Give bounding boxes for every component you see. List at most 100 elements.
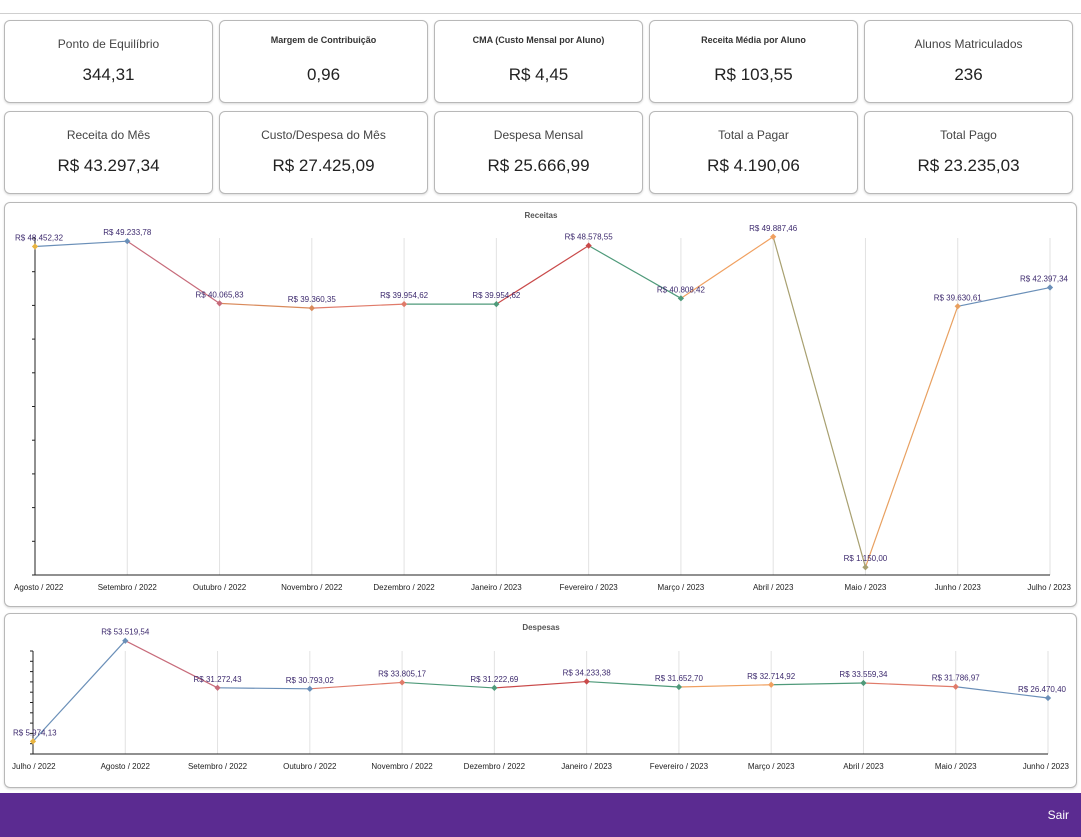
series-segment: [126, 240, 220, 304]
kpi-value: R$ 23.235,03: [917, 156, 1020, 175]
data-point[interactable]: [491, 684, 498, 692]
kpi-value: R$ 4,45: [508, 65, 569, 84]
series-segment: [955, 686, 1049, 699]
data-label: R$ 1.150,00: [844, 554, 888, 563]
series-segment: [496, 245, 589, 305]
series-segment: [311, 303, 405, 309]
kpi-value: 0,96: [306, 65, 341, 84]
data-point[interactable]: [954, 303, 961, 310]
data-label: R$ 32.714,92: [747, 672, 796, 681]
kpi-card-despesa-mensal: Despesa Mensal R$ 25.666,99: [434, 111, 643, 194]
kpi-label: Total Pago: [940, 128, 997, 142]
data-label: R$ 26.470,40: [1018, 685, 1067, 694]
kpi-value: R$ 43.297,34: [57, 156, 160, 175]
chart-title: Receitas: [525, 211, 558, 220]
x-tick-label: Março / 2023: [658, 583, 705, 592]
series-segment: [588, 245, 682, 299]
data-label: R$ 53.519,54: [101, 628, 150, 637]
series-segment: [586, 680, 679, 688]
x-tick-label: Agosto / 2022: [14, 583, 64, 592]
x-tick-label: Setembro / 2022: [98, 583, 158, 592]
data-point[interactable]: [677, 295, 685, 302]
data-point[interactable]: [583, 678, 590, 685]
data-point[interactable]: [493, 300, 500, 308]
data-point[interactable]: [862, 564, 869, 571]
x-tick-label: Julho / 2023: [1027, 583, 1071, 592]
series-segment: [678, 684, 772, 688]
data-label: R$ 31.272,43: [194, 675, 243, 684]
data-label: R$ 48.452,32: [15, 233, 64, 242]
data-label: R$ 31.652,70: [655, 674, 704, 683]
data-point[interactable]: [768, 681, 775, 688]
data-point[interactable]: [1044, 694, 1052, 702]
kpi-label: Margem de Contribuição: [270, 35, 377, 45]
x-tick-label: Dezembro / 2022: [464, 762, 526, 771]
data-point[interactable]: [952, 683, 959, 690]
data-point[interactable]: [675, 683, 683, 691]
despesas-chart: Despesas R$ 5.974,13 Julho / 2022 R$ 53.519…: [12, 623, 1070, 771]
data-point[interactable]: [214, 684, 221, 691]
x-tick-label: Junho / 2023: [935, 583, 982, 592]
series-segment: [402, 681, 495, 689]
data-label: R$ 39.954,62: [380, 291, 429, 300]
x-tick-label: Janeiro / 2023: [561, 762, 612, 771]
data-point[interactable]: [770, 233, 777, 240]
data-label: R$ 40.065,83: [196, 290, 245, 299]
data-label: R$ 5.974,13: [13, 728, 57, 737]
kpi-label: Custo/Despesa do Mês: [261, 128, 386, 142]
kpi-label: CMA (Custo Mensal por Aluno): [472, 35, 605, 45]
data-label: R$ 49.887,46: [749, 224, 798, 233]
kpi-value: 344,31: [82, 65, 135, 84]
kpi-card-total-pago: Total Pago R$ 23.235,03: [864, 111, 1073, 194]
data-label: R$ 39.630,61: [934, 293, 983, 302]
data-label: R$ 40.808,42: [657, 285, 706, 294]
data-label: R$ 39.360,35: [288, 295, 337, 304]
receitas-chart: Receitas R$ 48.452,32 Agosto / 2022 R$ 49.2…: [14, 211, 1072, 592]
data-label: R$ 31.786,97: [932, 674, 981, 683]
x-tick-label: Novembro / 2022: [281, 583, 343, 592]
data-point[interactable]: [1046, 284, 1054, 291]
data-label: R$ 33.559,34: [839, 670, 888, 679]
series-segment: [219, 302, 312, 309]
series-segment: [772, 236, 867, 568]
logout-button[interactable]: Sair: [1047, 808, 1069, 822]
x-tick-label: Outubro / 2022: [193, 583, 247, 592]
data-point[interactable]: [31, 243, 39, 250]
series-segment: [680, 236, 774, 299]
data-label: R$ 42.397,34: [1020, 275, 1069, 284]
kpi-card-custo-despesa-mes: Custo/Despesa do Mês R$ 27.425,09: [219, 111, 428, 194]
data-point[interactable]: [860, 679, 867, 687]
x-tick-label: Dezembro / 2022: [373, 583, 435, 592]
kpi-value: R$ 27.425,09: [272, 156, 375, 175]
kpi-value: R$ 103,55: [714, 65, 793, 84]
kpi-label: Total a Pagar: [718, 128, 789, 142]
data-point[interactable]: [398, 679, 406, 686]
series-segment: [771, 682, 864, 686]
kpi-card-cma: CMA (Custo Mensal por Aluno) R$ 4,45: [434, 20, 643, 103]
x-tick-label: Novembro / 2022: [371, 762, 433, 771]
series-segment: [864, 306, 959, 568]
series-segment: [124, 640, 218, 689]
kpi-label: Alunos Matriculados: [914, 37, 1023, 51]
kpi-card-ponto-equilibrio: Ponto de Equilíbrio 344,31: [4, 20, 213, 103]
chart-title: Despesas: [522, 623, 560, 632]
data-label: R$ 30.793,02: [286, 676, 335, 685]
series-segment: [957, 286, 1051, 307]
kpi-label: Ponto de Equilíbrio: [57, 37, 160, 51]
data-label: R$ 34.233,38: [563, 669, 612, 678]
data-point[interactable]: [216, 300, 223, 307]
data-point[interactable]: [400, 300, 408, 308]
kpi-card-alunos-matriculados: Alunos Matriculados 236: [864, 20, 1073, 103]
kpi-card-total-a-pagar: Total a Pagar R$ 4.190,06: [649, 111, 858, 194]
x-tick-label: Agosto / 2022: [101, 762, 151, 771]
x-tick-label: Setembro / 2022: [188, 762, 248, 771]
data-point[interactable]: [306, 685, 313, 692]
kpi-value: R$ 25.666,99: [487, 156, 590, 175]
kpi-label: Despesa Mensal: [493, 128, 584, 142]
data-point[interactable]: [308, 305, 315, 312]
kpi-value: 236: [954, 65, 983, 84]
data-label: R$ 49.233,78: [103, 228, 152, 237]
data-label: R$ 39.954,62: [472, 291, 521, 300]
data-point[interactable]: [585, 242, 592, 249]
x-tick-label: Junho / 2023: [1023, 762, 1070, 771]
